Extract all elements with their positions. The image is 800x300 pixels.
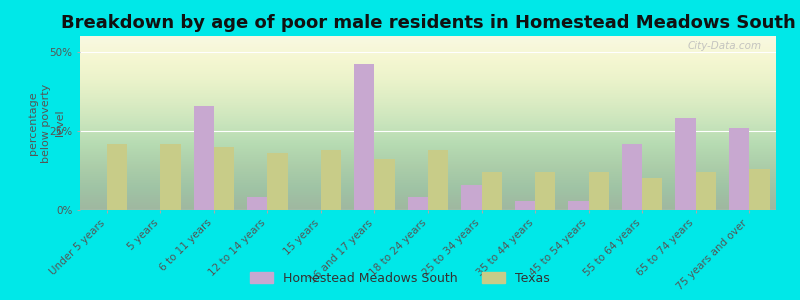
Bar bbox=[589, 172, 609, 210]
Y-axis label: percentage
below poverty
level: percentage below poverty level bbox=[28, 83, 65, 163]
Bar bbox=[106, 144, 127, 210]
Bar bbox=[568, 200, 589, 210]
Bar bbox=[482, 172, 502, 210]
Text: City-Data.com: City-Data.com bbox=[688, 41, 762, 51]
Bar bbox=[675, 118, 696, 210]
Bar bbox=[622, 144, 642, 210]
Bar bbox=[354, 64, 374, 210]
Bar bbox=[428, 150, 448, 210]
Legend: Homestead Meadows South, Texas: Homestead Meadows South, Texas bbox=[244, 265, 556, 291]
Bar bbox=[321, 150, 342, 210]
Title: Breakdown by age of poor male residents in Homestead Meadows South: Breakdown by age of poor male residents … bbox=[61, 14, 795, 32]
Bar bbox=[642, 178, 662, 210]
Bar bbox=[461, 185, 482, 210]
Bar bbox=[214, 147, 234, 210]
Bar bbox=[267, 153, 288, 210]
Bar bbox=[160, 144, 181, 210]
Bar bbox=[374, 159, 395, 210]
Bar bbox=[750, 169, 770, 210]
Bar bbox=[729, 128, 750, 210]
Bar bbox=[247, 197, 267, 210]
Bar bbox=[408, 197, 428, 210]
Bar bbox=[535, 172, 555, 210]
Bar bbox=[514, 200, 535, 210]
Bar bbox=[194, 106, 214, 210]
Bar bbox=[696, 172, 716, 210]
